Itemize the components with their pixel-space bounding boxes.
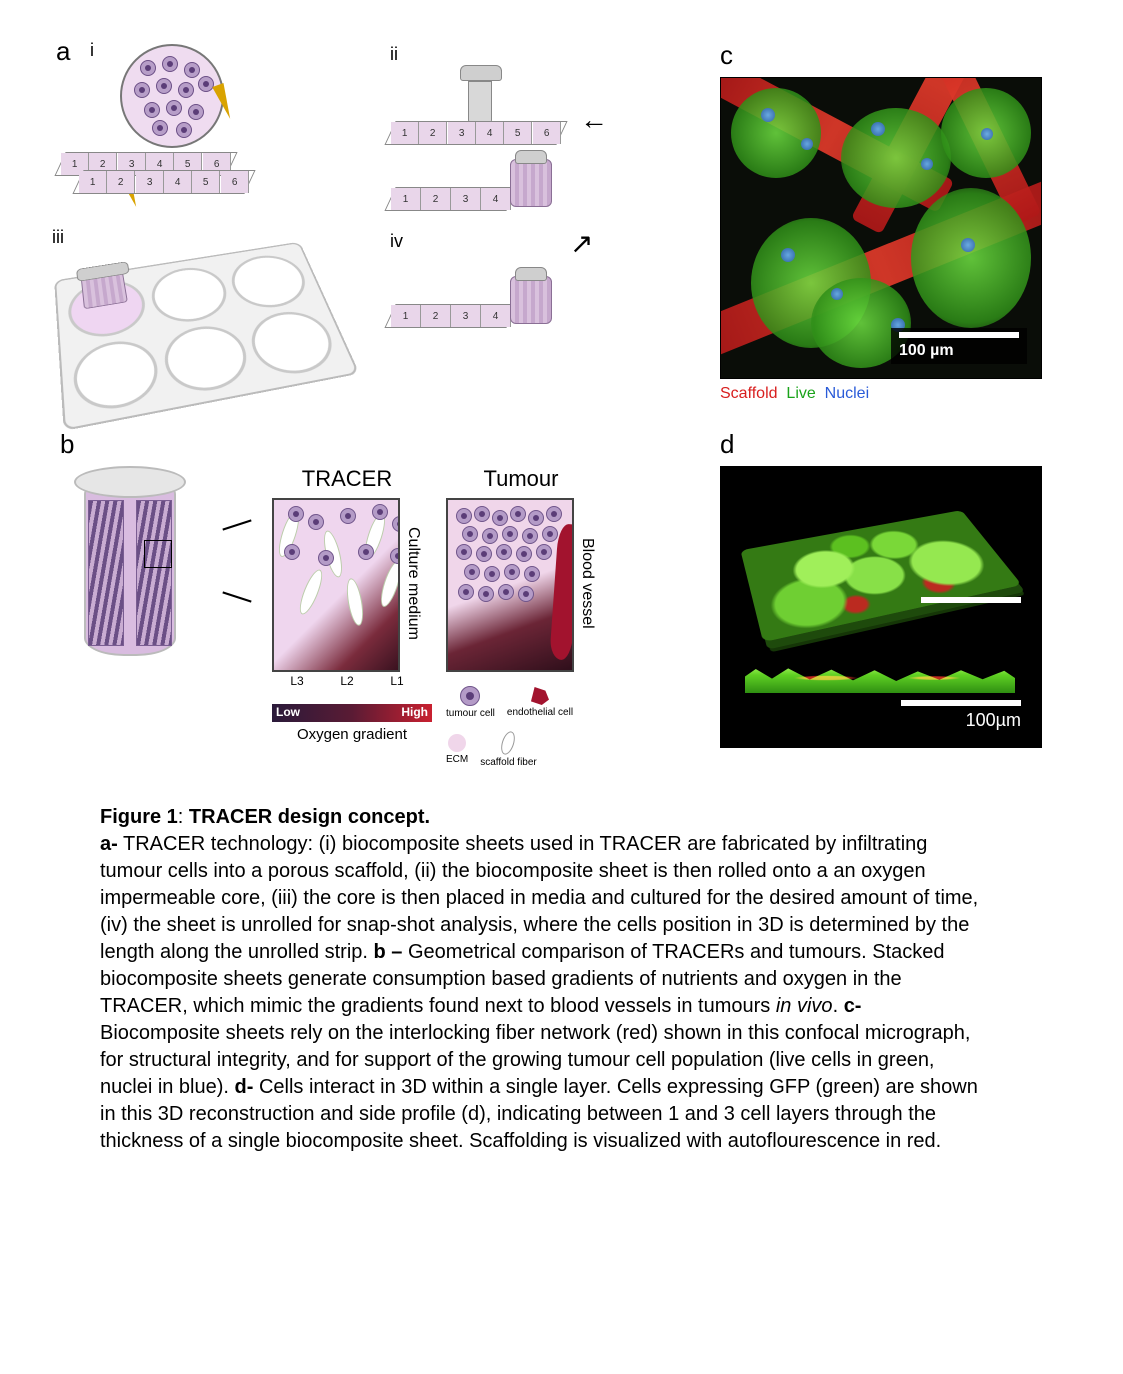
legend-nuclei: Nuclei xyxy=(825,385,869,402)
panel-a: a i 123456 xyxy=(60,40,690,411)
arrow-right-icon: ↗ xyxy=(570,227,593,260)
figure-caption: Figure 1: TRACER design concept. a- TRAC… xyxy=(100,804,980,1155)
tracer-block: TRACER xyxy=(272,466,422,743)
arrow-left-icon: ← xyxy=(580,104,608,136)
well-with-core-icon xyxy=(66,275,150,342)
figure-title: TRACER design concept. xyxy=(189,806,430,828)
panel-d: d 100µm xyxy=(720,429,1060,748)
panel-a-iii-label: iii xyxy=(52,227,64,248)
roll-icon xyxy=(510,159,552,207)
figure-1: a i 123456 xyxy=(60,40,1060,1155)
caption-a-lead: a- xyxy=(100,833,118,855)
strip-icon: 123456 xyxy=(72,170,255,194)
caption-invivo: in vivo xyxy=(776,995,833,1017)
panel-b-legend: tumour cell endothelial cell ECM sc xyxy=(446,686,596,768)
slab-icon xyxy=(740,510,1021,642)
strip-icon: 1234 xyxy=(384,304,517,328)
strip-icon: 1234 xyxy=(384,187,517,211)
panel-a-iv: iv ↗ 1234 xyxy=(390,231,690,411)
legend-tumour-cell: tumour cell xyxy=(446,686,495,719)
caption-b-text2: . xyxy=(833,995,844,1017)
caption-b-lead: b – xyxy=(374,941,403,963)
caption-c-lead: c- xyxy=(844,995,862,1017)
panel-c-label: c xyxy=(720,40,733,70)
panel-a-i: i 123456 123456 xyxy=(60,44,360,219)
cell-inset-icon xyxy=(120,44,224,148)
legend-live: Live xyxy=(786,385,815,402)
blood-vessel-label: Blood vessel xyxy=(578,498,596,668)
confocal-micrograph: 100 µm xyxy=(720,77,1042,379)
panel-a-i-label: i xyxy=(90,40,94,61)
tracer-swatch-icon xyxy=(272,498,400,672)
side-profile-red-icon xyxy=(745,663,1015,693)
mandrel-icon xyxy=(460,65,500,123)
wellplate-icon xyxy=(54,242,359,431)
culture-medium-label: Culture medium xyxy=(404,498,422,668)
scalebar: 100 µm xyxy=(891,328,1027,364)
zoom-lines-icon xyxy=(224,466,248,666)
legend-endothelial: endothelial cell xyxy=(507,687,573,718)
roll-icon xyxy=(510,276,552,324)
scalebar-top xyxy=(921,597,1021,603)
layer-ticks: L3L2L1 xyxy=(272,674,422,688)
panel-a-iv-label: iv xyxy=(390,231,403,251)
tumour-swatch-icon xyxy=(446,498,574,672)
legend-ecm: ECM xyxy=(446,734,468,765)
tumour-block: Tumour xyxy=(446,466,596,768)
oxygen-gradient-bar: Low High xyxy=(272,704,432,722)
legend-scaffold-fiber: scaffold fiber xyxy=(480,731,537,768)
figure-panels: a i 123456 xyxy=(60,40,1060,768)
panel-c: c 100 µm xyxy=(720,40,1060,403)
strip-icon: 123456 xyxy=(384,121,567,145)
scalebar: 100µm xyxy=(901,700,1021,731)
panel-d-label: d xyxy=(720,429,734,459)
figure-number: Figure 1 xyxy=(100,806,178,828)
tumour-title: Tumour xyxy=(446,466,596,492)
oxygen-gradient-caption: Oxygen gradient xyxy=(272,726,432,743)
core-icon xyxy=(60,466,200,666)
caption-d-lead: d- xyxy=(235,1076,254,1098)
panel-b-label: b xyxy=(60,429,74,459)
panel-a-ii-label: ii xyxy=(390,44,398,64)
tracer-title: TRACER xyxy=(272,466,422,492)
blood-vessel-icon xyxy=(549,523,574,660)
legend-scaffold: Scaffold xyxy=(720,385,778,402)
panel-a-ii: ii 123456 ← 1234 xyxy=(390,44,690,219)
panel-a-iii: iii xyxy=(60,231,360,411)
3d-reconstruction: 100µm xyxy=(720,466,1042,748)
panel-c-legend: Scaffold Live Nuclei xyxy=(720,385,1060,403)
panel-b: b TRACER xyxy=(60,429,690,768)
